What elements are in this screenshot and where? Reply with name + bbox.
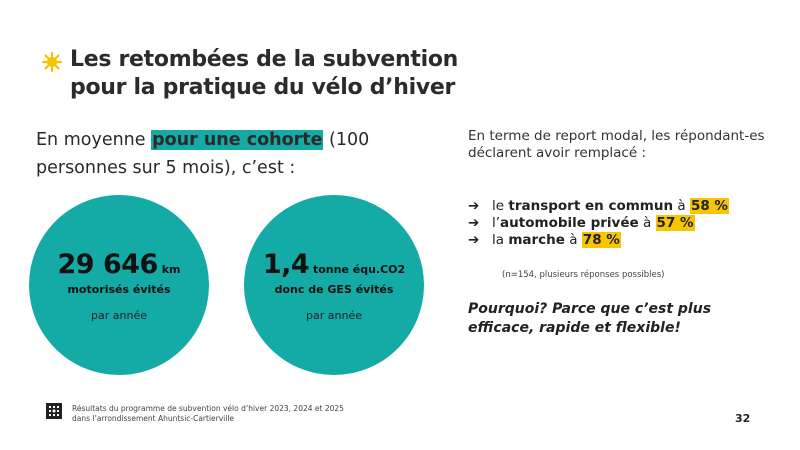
list-item: ➔ l’automobile privée à 57 % bbox=[468, 215, 729, 232]
item-mid: à bbox=[564, 232, 582, 248]
sun-icon bbox=[42, 52, 62, 72]
item-percent: 58 % bbox=[689, 198, 729, 214]
arrow-right-icon: ➔ bbox=[468, 198, 480, 214]
item-pre: l’ bbox=[492, 215, 501, 231]
stat-caption: motorisés évités bbox=[67, 283, 171, 296]
stat-period: par année bbox=[91, 309, 147, 322]
list-item: ➔ le transport en commun à 58 % bbox=[468, 198, 729, 215]
stat-number: 1,4 bbox=[262, 249, 310, 280]
sample-note: (n=154, plusieurs réponses possibles) bbox=[502, 270, 665, 280]
title-line-2: pour la pratique du vélo d’hiver bbox=[70, 75, 456, 100]
stat-circle-km: 29 646 km motorisés évités par année bbox=[29, 195, 209, 375]
intro-after: (100 personnes sur 5 mois), c’est : bbox=[36, 130, 370, 178]
modal-intro: En terme de report modal, les répondant-… bbox=[468, 128, 765, 161]
item-mid: à bbox=[638, 215, 656, 231]
footer-line-1: Résultats du programme de subvention vél… bbox=[72, 404, 344, 413]
stat-period: par année bbox=[306, 309, 362, 322]
item-mid: à bbox=[673, 198, 690, 214]
stat-caption: donc de GES évités bbox=[274, 283, 394, 296]
stat-unit: km bbox=[157, 263, 181, 276]
intro-highlight: pour une cohorte bbox=[151, 130, 324, 150]
intro-before: En moyenne bbox=[36, 130, 152, 150]
grid-logo-icon bbox=[46, 403, 62, 419]
item-pre: le bbox=[492, 198, 509, 214]
arrow-right-icon: ➔ bbox=[468, 232, 480, 248]
stat-unit: tonne équ.CO2 bbox=[309, 263, 406, 276]
stat-circle-co2: 1,4 tonne équ.CO2 donc de GES évités par… bbox=[244, 195, 424, 375]
intro-text: En moyenne pour une cohorte (100 personn… bbox=[36, 126, 436, 182]
list-item: ➔ la marche à 78 % bbox=[468, 232, 729, 249]
page-title: Les retombées de la subvention pour la p… bbox=[70, 46, 458, 102]
title-line-1: Les retombées de la subvention bbox=[70, 47, 458, 72]
arrow-right-icon: ➔ bbox=[468, 215, 480, 231]
item-mode: transport en commun bbox=[508, 198, 674, 214]
item-pre: la bbox=[492, 232, 509, 248]
stat-number: 29 646 bbox=[57, 249, 159, 280]
item-mode: automobile privée bbox=[500, 215, 639, 231]
why-statement: Pourquoi? Parce que c’est plus efficace,… bbox=[468, 301, 712, 336]
page-number: 32 bbox=[735, 412, 751, 425]
footer-source: Résultats du programme de subvention vél… bbox=[72, 404, 344, 424]
item-percent: 78 % bbox=[581, 232, 621, 248]
item-mode: marche bbox=[508, 232, 565, 248]
modal-list: ➔ le transport en commun à 58 % ➔ l’automo… bbox=[468, 198, 729, 249]
footer-line-2: dans l’arrondissement Ahuntsic-Cartiervi… bbox=[72, 414, 235, 423]
item-percent: 57 % bbox=[655, 215, 695, 231]
